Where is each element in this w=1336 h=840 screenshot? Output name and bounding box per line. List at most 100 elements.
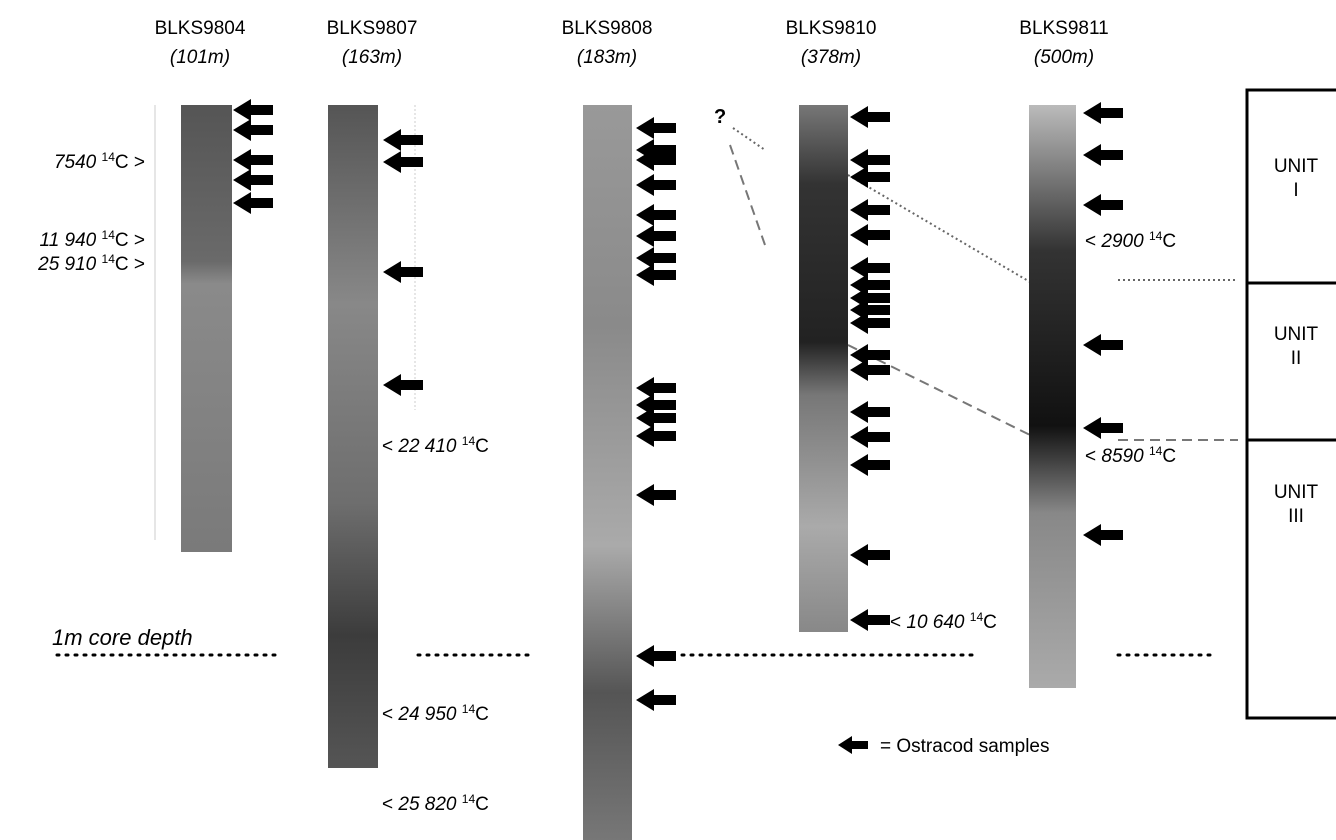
sample-arrow bbox=[636, 247, 676, 269]
sample-arrow bbox=[850, 106, 890, 128]
sample-arrow bbox=[383, 129, 423, 151]
core bbox=[799, 105, 848, 632]
sample-arrow bbox=[1083, 334, 1123, 356]
sample-arrow bbox=[383, 374, 423, 396]
date-isotope: 14 bbox=[102, 252, 116, 266]
date-prefix: < bbox=[890, 612, 901, 633]
unit-label: UNIT bbox=[1274, 156, 1319, 177]
radiocarbon-date: < 22 410 14C bbox=[382, 434, 489, 457]
date-unit: C bbox=[475, 704, 489, 725]
sample-arrow bbox=[850, 454, 890, 476]
date-age: 24 950 bbox=[397, 704, 457, 725]
radiocarbon-date: 25 910 14C > bbox=[37, 252, 145, 275]
sample-arrow bbox=[636, 149, 676, 171]
sample-arrow bbox=[850, 312, 890, 334]
sample-arrow bbox=[850, 609, 890, 631]
core-name: BLKS9804 bbox=[155, 18, 246, 39]
date-prefix: < bbox=[1085, 231, 1096, 252]
unit-number: II bbox=[1291, 348, 1302, 369]
legend-text: = Ostracod samples bbox=[880, 736, 1050, 757]
sample-arrow bbox=[850, 344, 890, 366]
date-isotope: 14 bbox=[462, 792, 476, 806]
date-unit: C bbox=[983, 612, 997, 633]
radiocarbon-date: < 8590 14C bbox=[1085, 444, 1176, 467]
sample-arrow bbox=[850, 426, 890, 448]
sample-arrow bbox=[636, 407, 676, 429]
date-age: 25 820 bbox=[397, 794, 457, 815]
date-unit: C bbox=[1162, 231, 1176, 252]
radiocarbon-date: < 10 640 14C bbox=[890, 610, 997, 633]
depth-marker: 1m core depth bbox=[52, 625, 193, 650]
sample-arrow bbox=[850, 199, 890, 221]
date-isotope: 14 bbox=[462, 434, 476, 448]
core-depth: (378m) bbox=[801, 47, 861, 68]
date-isotope: 14 bbox=[1149, 444, 1163, 458]
date-age: 7540 bbox=[54, 152, 97, 173]
sample-arrow bbox=[636, 174, 676, 196]
sample-arrow bbox=[1083, 524, 1123, 546]
date-unit: C bbox=[475, 436, 489, 457]
date-prefix: < bbox=[382, 436, 393, 457]
date-isotope: 14 bbox=[970, 610, 984, 624]
core-depth: (500m) bbox=[1034, 47, 1094, 68]
sample-arrow bbox=[850, 224, 890, 246]
date-unit: C bbox=[1162, 446, 1176, 467]
date-prefix: < bbox=[1085, 446, 1096, 467]
sample-arrow bbox=[233, 149, 273, 171]
sample-arrow bbox=[850, 287, 890, 309]
sample-arrow bbox=[636, 204, 676, 226]
sample-arrow bbox=[636, 117, 676, 139]
sample-arrow bbox=[850, 149, 890, 171]
core-name: BLKS9810 bbox=[786, 18, 877, 39]
date-isotope: 14 bbox=[1149, 229, 1163, 243]
date-isotope: 14 bbox=[462, 702, 476, 716]
unit-label: UNIT bbox=[1274, 324, 1319, 345]
core bbox=[583, 105, 632, 840]
date-isotope: 14 bbox=[102, 228, 116, 242]
sample-arrow bbox=[636, 394, 676, 416]
sample-arrow bbox=[1083, 194, 1123, 216]
date-prefix: < bbox=[382, 794, 393, 815]
sample-arrow bbox=[636, 264, 676, 286]
sample-arrow bbox=[850, 166, 890, 188]
sample-arrow bbox=[850, 299, 890, 321]
core bbox=[181, 105, 232, 552]
core-name: BLKS9807 bbox=[327, 18, 418, 39]
sample-arrow bbox=[636, 425, 676, 447]
sample-arrow bbox=[850, 274, 890, 296]
radiocarbon-date: < 2900 14C bbox=[1085, 229, 1176, 252]
date-unit: C > bbox=[115, 254, 145, 275]
sample-arrow bbox=[383, 261, 423, 283]
radiocarbon-date: < 25 820 14C bbox=[382, 792, 489, 815]
sample-arrow bbox=[1083, 144, 1123, 166]
unit-box bbox=[1245, 88, 1336, 720]
sample-arrow bbox=[850, 401, 890, 423]
sample-arrow bbox=[850, 544, 890, 566]
core-name: BLKS9808 bbox=[562, 18, 653, 39]
sample-arrow bbox=[1083, 102, 1123, 124]
core bbox=[1029, 105, 1076, 688]
date-age: 11 940 bbox=[40, 230, 97, 251]
date-age: 10 640 bbox=[906, 612, 965, 633]
date-unit: C > bbox=[115, 152, 145, 173]
date-unit: C bbox=[475, 794, 489, 815]
date-age: 2900 bbox=[1100, 231, 1144, 252]
sample-arrow bbox=[233, 192, 273, 214]
sample-arrow bbox=[636, 377, 676, 399]
sample-arrow bbox=[383, 151, 423, 173]
core-name: BLKS9811 bbox=[1019, 18, 1108, 39]
question-mark: ? bbox=[714, 106, 726, 128]
sample-arrow bbox=[636, 225, 676, 247]
unit-number: I bbox=[1293, 180, 1298, 201]
radiocarbon-date: < 24 950 14C bbox=[382, 702, 489, 725]
core-depth: (183m) bbox=[577, 47, 637, 68]
sample-arrow bbox=[1083, 417, 1123, 439]
core-depth: (101m) bbox=[170, 47, 230, 68]
sample-arrow bbox=[850, 257, 890, 279]
legend-arrow bbox=[838, 736, 868, 754]
sample-arrow bbox=[636, 689, 676, 711]
date-age: 25 910 bbox=[37, 254, 97, 275]
sample-arrow bbox=[636, 484, 676, 506]
unit-label: UNIT bbox=[1274, 482, 1319, 503]
